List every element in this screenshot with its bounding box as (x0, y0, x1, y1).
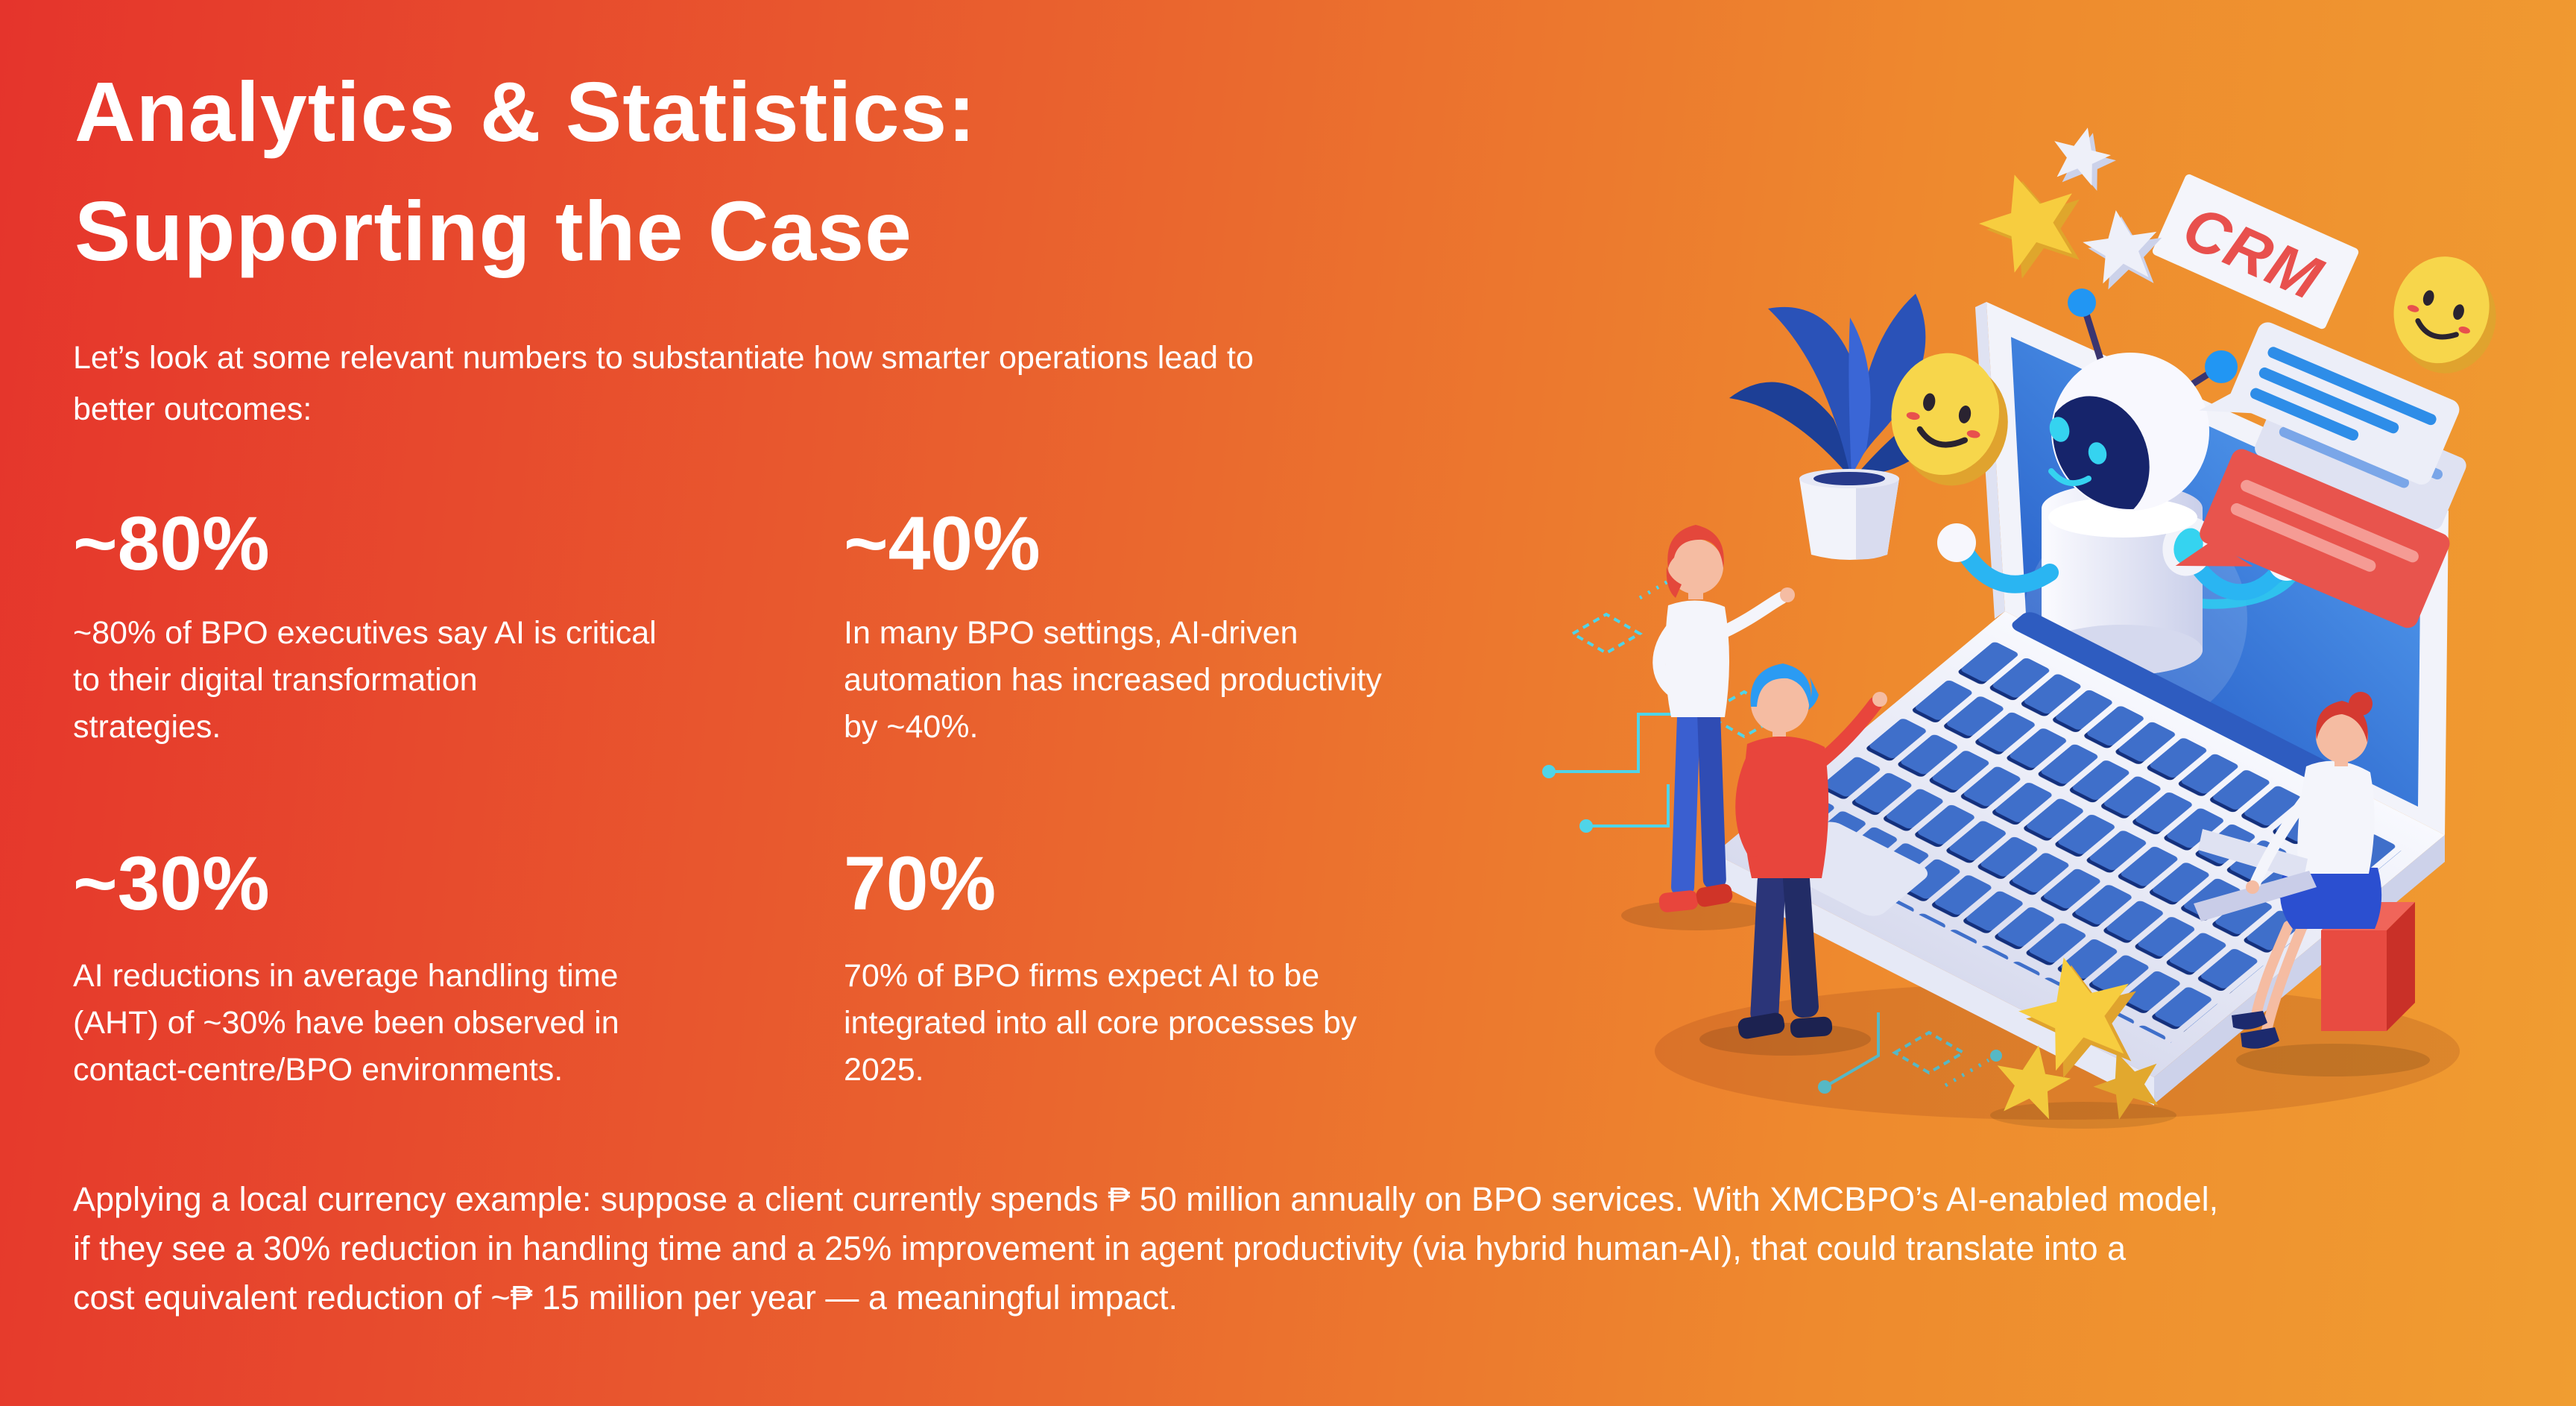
stars-bottom (1989, 943, 2176, 1129)
stat-desc-30: AI reductions in average handling time (… (73, 958, 619, 1088)
stat-desc-70: 70% of BPO firms expect AI to be integra… (844, 958, 1357, 1088)
stars-top (1968, 120, 2168, 292)
robot-eye-left (2049, 417, 2070, 442)
chat-bubble-white (2199, 322, 2460, 485)
page-title-line1: Analytics & Statistics: (75, 65, 976, 159)
laptop-front-left-face (1714, 854, 2154, 1106)
antenna-ball-right (2205, 350, 2238, 383)
crm-sign: CRM (2152, 174, 2359, 330)
chat-bubble-red (2175, 449, 2450, 628)
page-title-line2: Supporting the Case (75, 184, 912, 279)
stat-value-30: ~30% (73, 841, 270, 926)
smiley-icon-left (1891, 353, 2008, 486)
circuit-lines-bottom (1818, 1012, 2002, 1094)
stat-desc-80: ~80% of BPO executives say AI is critica… (73, 615, 657, 745)
smiley-icon-right (2393, 256, 2496, 373)
robot-eye-right (2088, 442, 2107, 464)
illustration: CRM (1542, 120, 2496, 1129)
stat-desc-40: In many BPO settings, AI-driven automati… (844, 615, 1382, 745)
stat-value-40: ~40% (844, 501, 1041, 586)
laptop-keyboard-deck (1714, 611, 2445, 1077)
person-sitting-woman (2194, 692, 2430, 1076)
person-standing-woman (1621, 525, 1795, 930)
intro-text: Let’s look at some relevant numbers to s… (73, 340, 1254, 427)
stat-value-70: 70% (844, 841, 997, 926)
plant-icon (1729, 294, 1962, 560)
antenna-ball-left (2068, 289, 2096, 317)
robot-icon (1937, 289, 2305, 675)
closing-paragraph: Applying a local currency example: suppo… (73, 1180, 2219, 1317)
page-title: Analytics & Statistics: Supporting the C… (75, 52, 976, 291)
lap-laptop-icon (2194, 829, 2317, 921)
person-man (1699, 663, 1887, 1056)
robot-smile (2048, 468, 2092, 487)
stat-value-80: ~80% (73, 501, 270, 586)
